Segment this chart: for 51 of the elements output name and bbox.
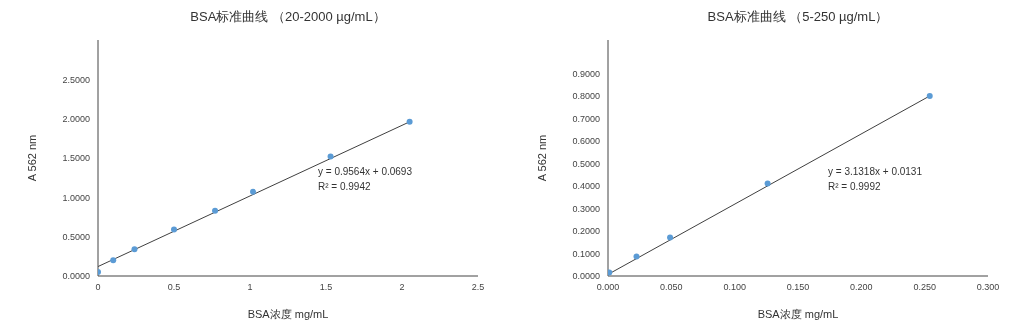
x-tick-label: 2 — [399, 282, 405, 293]
point — [667, 234, 674, 241]
point — [110, 257, 117, 264]
y-tick-label: 0.7000 — [572, 113, 600, 124]
y-tick-label: 0.4000 — [572, 181, 600, 192]
x-tick-label: 0.300 — [976, 282, 1000, 293]
y-tick-label: 0.6000 — [572, 136, 600, 147]
y-tick-label: 0.1000 — [572, 248, 600, 259]
annotation: y = 3.1318x + 0.0131 — [828, 165, 922, 179]
point — [926, 92, 933, 99]
y-tick-label: 0.2000 — [572, 226, 600, 237]
y-tick-label: 1.5000 — [62, 153, 90, 164]
y-tick-label: 1.0000 — [62, 192, 90, 203]
annotation: R² = 0.9992 — [828, 180, 882, 194]
x-axis-title: BSA浓度 mg/mL — [247, 308, 329, 320]
x-tick-label: 0.150 — [786, 282, 810, 293]
point — [171, 226, 177, 233]
point — [608, 269, 613, 276]
y-tick-label: 2.0000 — [62, 113, 90, 124]
x-tick-label: 0.200 — [850, 282, 873, 293]
x-tick-label: 0.5 — [167, 282, 181, 293]
point — [131, 246, 138, 253]
point — [250, 188, 257, 195]
chart-title: BSA标准曲线 （5-250 µg/mL） — [706, 8, 890, 26]
x-tick-label: 1 — [247, 282, 253, 293]
x-tick-label: 0.050 — [660, 282, 683, 293]
y-tick-label: 0.3000 — [572, 203, 600, 214]
annotation: y = 0.9564x + 0.0693 — [318, 165, 412, 179]
x-tick-label: 0.250 — [913, 282, 936, 293]
y-tick-label: 0.8000 — [572, 91, 600, 102]
point — [327, 153, 334, 160]
x-tick-label: 2.5 — [471, 282, 485, 293]
y-tick-label: 0.9000 — [572, 68, 600, 79]
x-tick-label: 1.5 — [319, 282, 333, 293]
y-tick-label: 0.0000 — [572, 271, 600, 282]
y-tick-label: 0.5000 — [572, 158, 600, 169]
x-tick-label: 0.000 — [596, 282, 620, 293]
annotation: R² = 0.9942 — [318, 180, 372, 194]
point — [633, 253, 640, 260]
point — [764, 180, 771, 187]
chart-title: BSA标准曲线 （20-2000 µg/mL） — [189, 8, 387, 26]
x-tick-label: 0 — [95, 282, 101, 293]
y-tick-label: 2.5000 — [62, 74, 90, 85]
y-axis-title: A 562 nm — [25, 134, 38, 182]
point — [406, 118, 413, 125]
y-tick-label: 0.0000 — [62, 271, 90, 282]
point — [212, 207, 219, 214]
y-axis-title: A 562 nm — [535, 134, 548, 182]
y-tick-label: 0.5000 — [62, 231, 90, 242]
x-tick-label: 0.100 — [723, 282, 746, 293]
x-axis-title: BSA浓度 mg/mL — [757, 308, 839, 320]
